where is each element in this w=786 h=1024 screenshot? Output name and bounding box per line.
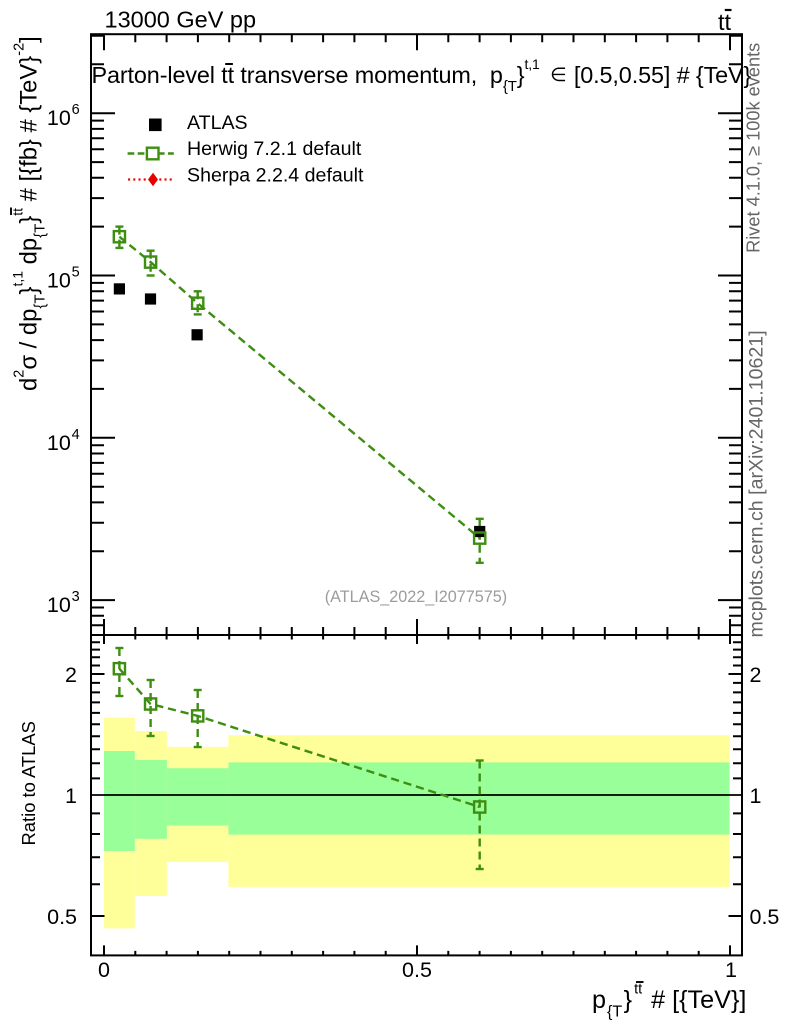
svg-text:0: 0 bbox=[98, 958, 110, 982]
svg-text:3: 3 bbox=[72, 589, 80, 605]
svg-text:ATLAS: ATLAS bbox=[187, 112, 248, 134]
svg-text:d2σ / dp{T}t,1 dp{T}tt # [{fb}: d2σ / dp{T}t,1 dp{T}tt # [{fb} # {TeV}-2… bbox=[10, 36, 49, 391]
svg-text:4: 4 bbox=[72, 427, 80, 443]
svg-text:0.5: 0.5 bbox=[750, 905, 780, 929]
svg-text:Ratio to ATLAS: Ratio to ATLAS bbox=[18, 721, 39, 845]
svg-text:Rivet 4.1.0, ≥ 100k events: Rivet 4.1.0, ≥ 100k events bbox=[744, 43, 764, 253]
svg-text:tt: tt bbox=[718, 9, 732, 35]
svg-text:10: 10 bbox=[47, 431, 71, 455]
svg-text:0.5: 0.5 bbox=[402, 958, 432, 982]
svg-text:0.5: 0.5 bbox=[47, 905, 77, 929]
svg-text:2: 2 bbox=[65, 663, 77, 687]
svg-text:Parton-level tt transverse mom: Parton-level tt transverse momentum, p{T… bbox=[92, 56, 752, 95]
svg-text:10: 10 bbox=[47, 593, 71, 617]
svg-text:6: 6 bbox=[72, 102, 80, 118]
svg-text:1: 1 bbox=[725, 958, 737, 982]
svg-text:Sherpa 2.2.4 default: Sherpa 2.2.4 default bbox=[187, 165, 364, 187]
svg-text:(ATLAS_2022_I2077575): (ATLAS_2022_I2077575) bbox=[325, 588, 507, 606]
svg-text:1: 1 bbox=[65, 784, 77, 808]
svg-text:Herwig 7.2.1 default: Herwig 7.2.1 default bbox=[187, 138, 362, 160]
svg-text:mcplots.cern.ch [arXiv:2401.10: mcplots.cern.ch [arXiv:2401.10621] bbox=[746, 330, 768, 637]
svg-text:5: 5 bbox=[72, 265, 80, 281]
svg-text:13000 GeV pp: 13000 GeV pp bbox=[105, 7, 257, 33]
svg-text:10: 10 bbox=[47, 106, 71, 130]
svg-text:10: 10 bbox=[47, 269, 71, 293]
svg-text:p{T}tt # [{TeV}]: p{T} tt # [{TeV}] bbox=[592, 982, 746, 1021]
svg-text:2: 2 bbox=[750, 663, 762, 687]
svg-text:1: 1 bbox=[750, 784, 762, 808]
